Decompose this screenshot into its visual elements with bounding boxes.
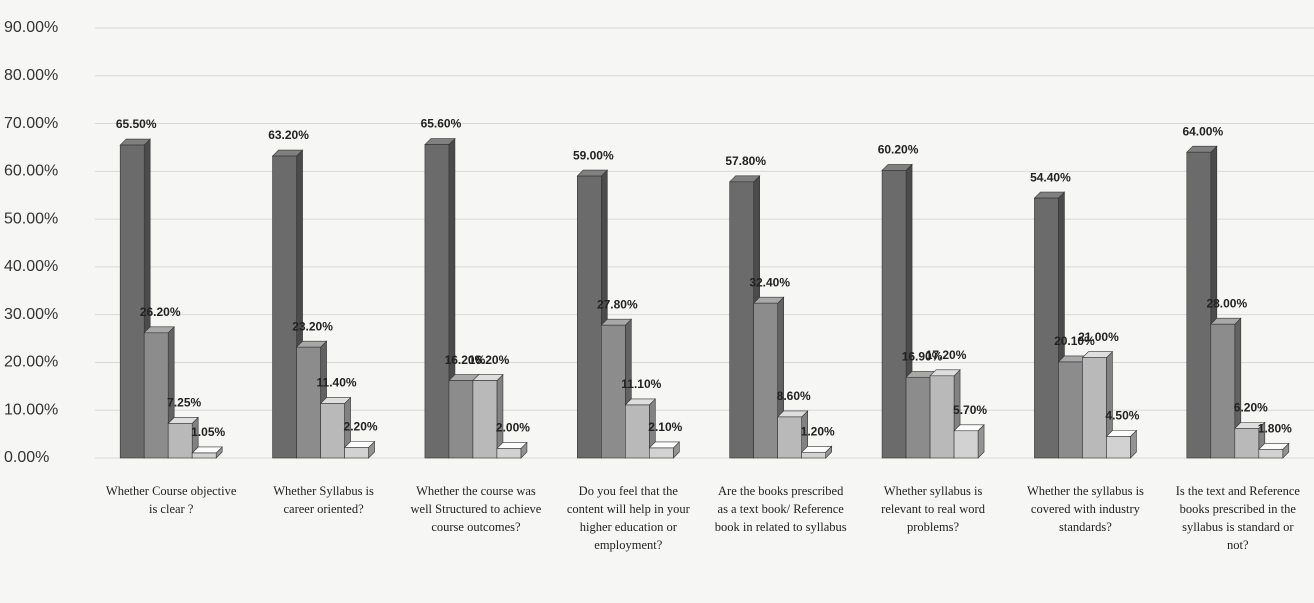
value-label: 7.25%: [167, 396, 201, 410]
value-label: 4.50%: [1105, 409, 1139, 423]
bar: [296, 346, 321, 459]
bar: [496, 448, 522, 459]
y-tick-label: 10.00%: [4, 401, 58, 418]
value-label: 16.20%: [469, 353, 510, 367]
bar: [1186, 151, 1212, 459]
bar: [577, 175, 602, 459]
value-label: 60.20%: [878, 143, 919, 157]
bar: [1210, 323, 1236, 459]
x-tick-label: Whether Course objective is clear ?: [105, 484, 237, 516]
bar: [1106, 436, 1131, 459]
y-tick-label: 30.00%: [4, 306, 58, 323]
bar: [929, 375, 955, 459]
bar: [649, 447, 674, 459]
bar: [143, 332, 169, 459]
value-label: 6.20%: [1234, 401, 1268, 415]
bar: [472, 380, 498, 459]
bar: [729, 181, 754, 459]
value-label: 65.60%: [421, 117, 462, 131]
y-tick-label: 20.00%: [4, 354, 58, 371]
value-label: 2.10%: [648, 420, 682, 434]
bar: [1234, 428, 1260, 459]
bar: [753, 302, 778, 459]
value-label: 2.20%: [344, 420, 378, 434]
y-tick-label: 50.00%: [4, 210, 58, 227]
value-label: 26.20%: [140, 305, 181, 319]
bar: [881, 170, 907, 459]
x-tick-label: Whether syllabus is relevant to real wor…: [881, 484, 985, 534]
bar: [905, 376, 931, 459]
value-label: 54.40%: [1030, 170, 1071, 184]
value-label: 1.20%: [801, 424, 835, 438]
bar: [1258, 449, 1284, 459]
value-label: 1.05%: [191, 425, 225, 439]
bar: [448, 380, 474, 459]
value-label: 5.70%: [953, 403, 987, 417]
x-tick-label: Are the books prescribed as a text book/…: [714, 484, 847, 534]
value-label: 20.10%: [1054, 334, 1095, 348]
bar: [601, 324, 626, 459]
bar: [625, 404, 650, 459]
value-label: 64.00%: [1182, 124, 1223, 138]
y-tick-label: 0.00%: [4, 449, 49, 466]
y-tick-label: 60.00%: [4, 163, 58, 180]
bar: [1034, 197, 1059, 459]
x-tick-label: Whether the syllabus is covered with ind…: [1026, 484, 1144, 534]
y-tick-label: 90.00%: [4, 19, 58, 36]
value-label: 21.00%: [1078, 330, 1119, 344]
value-label: 57.80%: [725, 154, 766, 168]
bar: [167, 423, 193, 459]
value-label: 28.00%: [1206, 296, 1247, 310]
bar: [191, 452, 217, 459]
value-label: 11.10%: [621, 377, 661, 391]
value-label: 1.80%: [1258, 422, 1292, 436]
value-label: 59.00%: [573, 148, 614, 162]
bar: [777, 416, 802, 459]
value-label: 63.20%: [268, 128, 309, 142]
value-label: 16.90%: [902, 349, 943, 363]
bar: [424, 144, 450, 459]
value-label: 11.40%: [317, 376, 357, 390]
value-label: 27.80%: [597, 297, 638, 311]
value-label: 2.00%: [496, 421, 530, 435]
value-label: 17.20%: [926, 348, 967, 362]
value-label: 65.50%: [116, 117, 157, 131]
value-label: 8.60%: [777, 389, 811, 403]
y-tick-label: 70.00%: [4, 115, 58, 132]
bar: [119, 144, 145, 459]
bar: [272, 155, 297, 459]
bar: [320, 403, 345, 459]
value-label: 32.40%: [749, 275, 790, 289]
x-tick-label: Whether the course was well Structured t…: [410, 484, 542, 534]
y-tick-label: 80.00%: [4, 67, 58, 84]
x-tick-label: Do you feel that the content will help i…: [566, 484, 690, 552]
bar: [344, 447, 369, 459]
bar: [953, 430, 979, 459]
x-tick-label: Whether Syllabus is career oriented?: [273, 484, 374, 516]
bar: [1058, 361, 1083, 459]
x-tick-label: Is the text and Reference books prescrib…: [1175, 484, 1300, 552]
bar: [801, 451, 826, 459]
y-tick-label: 40.00%: [4, 258, 58, 275]
value-label: 16.20%: [445, 353, 486, 367]
value-label: 23.20%: [292, 319, 333, 333]
bar: [1082, 357, 1107, 459]
